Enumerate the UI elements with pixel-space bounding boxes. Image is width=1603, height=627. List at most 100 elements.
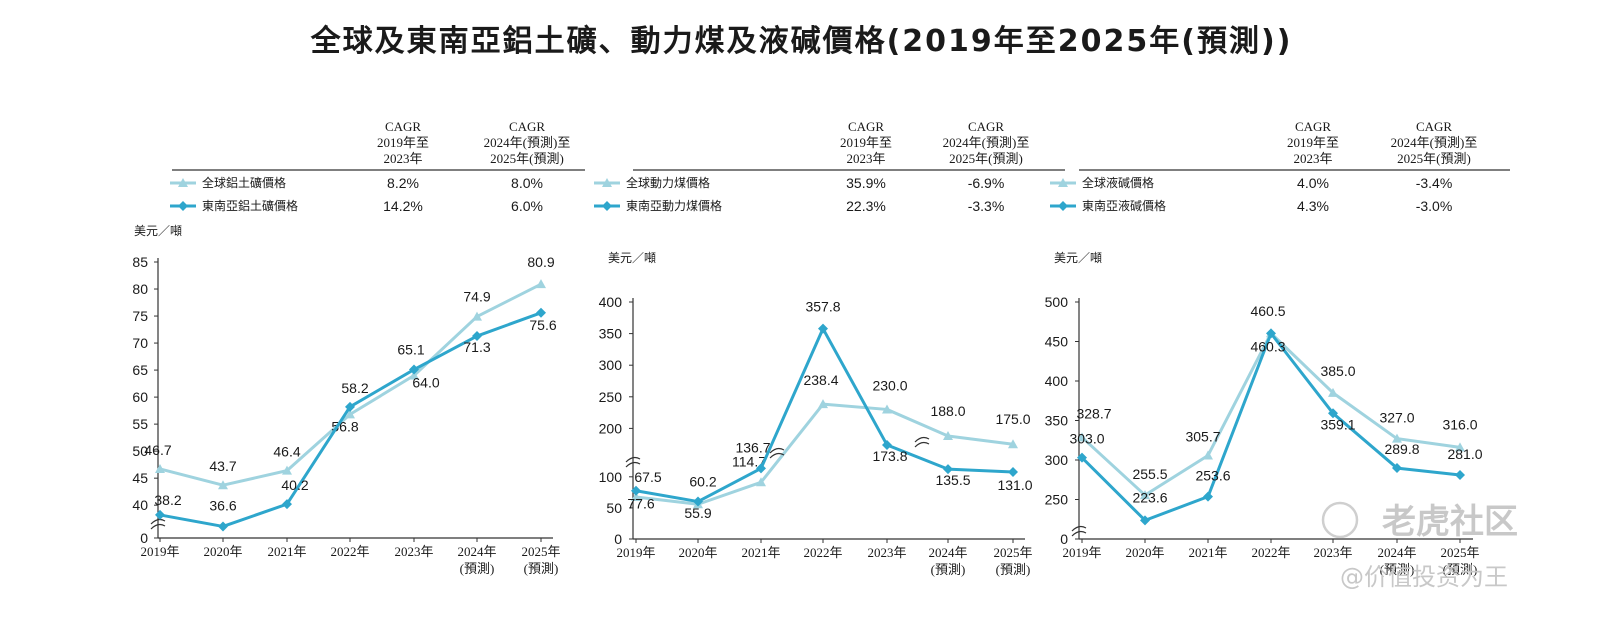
legend-marker-sea bbox=[178, 201, 188, 211]
x-tick-label: 2019年 bbox=[616, 545, 655, 560]
x-tick-label: (預測) bbox=[1380, 562, 1415, 577]
y-tick-label: 50 bbox=[132, 443, 148, 459]
cagr-value-2024-2025: 6.0% bbox=[511, 198, 543, 214]
cagr-value-2019-2023: 35.9% bbox=[846, 175, 886, 191]
data-point-global bbox=[756, 477, 766, 487]
cagr-header-1-line: 2023年 bbox=[846, 151, 885, 166]
x-tick-label: 2020年 bbox=[678, 545, 717, 560]
cagr-value-2024-2025: -3.4% bbox=[1416, 175, 1453, 191]
data-point-sea bbox=[345, 401, 355, 412]
cagr-value-2024-2025: -6.9% bbox=[968, 175, 1005, 191]
watermark: 老虎社区 @价值投资为王 bbox=[1321, 501, 1518, 591]
data-point-global bbox=[631, 492, 641, 502]
cagr-value-2024-2025: 8.0% bbox=[511, 175, 543, 191]
y-tick-label: 250 bbox=[1045, 492, 1069, 508]
x-tick-label: (預測) bbox=[1443, 562, 1478, 577]
data-label-sea: 65.1 bbox=[397, 342, 424, 358]
data-label-sea: 38.2 bbox=[154, 492, 181, 508]
cagr-table: CAGR2019年至2023年CAGR2024年(預測)至2025年(預測)全球… bbox=[1050, 119, 1510, 214]
data-point-sea bbox=[1203, 491, 1213, 502]
x-tick-label: 2021年 bbox=[1188, 545, 1227, 560]
data-point-global bbox=[1392, 433, 1402, 443]
y-tick-label: 200 bbox=[599, 420, 623, 436]
x-tick-label: 2025年 bbox=[993, 545, 1032, 560]
x-tick-label: 2021年 bbox=[741, 545, 780, 560]
x-tick-label: 2020年 bbox=[1125, 545, 1164, 560]
x-tick-label: 2022年 bbox=[330, 544, 369, 559]
y-tick-label: 450 bbox=[1045, 334, 1069, 350]
legend-label-global: 全球液碱價格 bbox=[1082, 175, 1154, 190]
cagr-header-2-line: 2025年(預測) bbox=[1397, 151, 1471, 166]
legend-label-sea: 東南亞鋁土礦價格 bbox=[202, 198, 298, 213]
data-label-global: 64.0 bbox=[412, 374, 439, 390]
x-tick-label: 2025年 bbox=[521, 544, 560, 559]
y-tick-label: 250 bbox=[599, 389, 623, 405]
cagr-header-2-line: 2024年(預測)至 bbox=[1391, 135, 1478, 150]
data-label-global: 80.9 bbox=[527, 254, 554, 270]
y-tick-label: 50 bbox=[606, 500, 622, 516]
watermark-brand: 老虎社区 bbox=[1382, 502, 1518, 542]
y-tick-label: 400 bbox=[599, 294, 623, 310]
data-label-global: 238.4 bbox=[803, 372, 838, 388]
cagr-header-2-line: CAGR bbox=[509, 119, 545, 134]
cagr-table: CAGR2019年至2023年CAGR2024年(預測)至2025年(預測)全球… bbox=[170, 119, 585, 214]
data-label-global: 255.5 bbox=[1132, 466, 1167, 482]
x-tick-label: 2025年 bbox=[1440, 545, 1479, 560]
y-tick-label: 400 bbox=[1045, 373, 1069, 389]
y-tick-label: 85 bbox=[132, 254, 148, 270]
cagr-header-1-line: CAGR bbox=[1295, 119, 1331, 134]
data-label-global: 55.9 bbox=[684, 505, 711, 521]
data-point-global bbox=[818, 399, 828, 409]
x-tick-label: 2024年 bbox=[1377, 545, 1416, 560]
cagr-header-2-line: 2024年(預測)至 bbox=[943, 135, 1030, 150]
data-point-global bbox=[409, 370, 419, 380]
data-label-sea: 60.2 bbox=[689, 474, 716, 490]
data-point-global bbox=[1140, 490, 1150, 500]
data-label-global: 460.5 bbox=[1250, 303, 1285, 319]
legend-marker-global bbox=[178, 178, 188, 187]
legend-label-global: 全球動力煤價格 bbox=[626, 175, 710, 190]
data-label-global: 46.4 bbox=[273, 444, 300, 460]
page-title: 全球及東南亞鋁土礦、動力煤及液碱價格(2019年至2025年(預測)) bbox=[310, 24, 1293, 59]
series-sea: 77.6 60.2 136.7 357.8 173.8 135.5 131.0 bbox=[627, 299, 1032, 512]
data-label-sea: 357.8 bbox=[805, 299, 840, 315]
data-point-sea bbox=[472, 331, 482, 342]
data-point-global bbox=[1077, 432, 1087, 442]
data-label-sea: 75.6 bbox=[529, 317, 556, 333]
data-point-global bbox=[1008, 439, 1018, 449]
cagr-value-2019-2023: 8.2% bbox=[387, 175, 419, 191]
data-point-sea bbox=[1328, 408, 1338, 419]
x-tick-label: 2022年 bbox=[803, 545, 842, 560]
y-tick-label: 80 bbox=[132, 281, 148, 297]
watermark-handle: @价值投资为王 bbox=[1340, 563, 1508, 591]
y-tick-label: 70 bbox=[132, 335, 148, 351]
x-tick-label: 2021年 bbox=[267, 544, 306, 559]
data-label-global: 327.0 bbox=[1379, 410, 1414, 426]
y-tick-label: 75 bbox=[132, 308, 148, 324]
x-tick-label: 2019年 bbox=[140, 544, 179, 559]
cagr-header-1-line: 2019年至 bbox=[840, 135, 892, 150]
y-axis-unit: 美元／噸 bbox=[134, 224, 182, 238]
data-label-sea: 77.6 bbox=[627, 496, 654, 512]
cagr-header-1-line: 2023年 bbox=[1293, 151, 1332, 166]
data-label-sea: 58.2 bbox=[341, 380, 368, 396]
y-tick-label: 300 bbox=[599, 357, 623, 373]
cagr-header-2-line: 2025年(預測) bbox=[949, 151, 1023, 166]
data-label-sea: 289.8 bbox=[1384, 441, 1419, 457]
data-label-global: 114.7 bbox=[732, 453, 766, 469]
series-sea: 38.2 36.6 40.2 58.2 65.1 71.3 75.6 bbox=[154, 307, 557, 532]
series-sea: 303.0 223.6 253.6 460.3 359.1 289.8 281.0 bbox=[1069, 328, 1483, 526]
data-point-global bbox=[1328, 387, 1338, 397]
data-point-global bbox=[218, 480, 228, 490]
y-tick-label: 350 bbox=[599, 326, 623, 342]
data-point-sea bbox=[218, 521, 228, 532]
y-tick-label: 55 bbox=[132, 416, 148, 432]
y-tick-label: 0 bbox=[140, 530, 148, 546]
y-tick-label: 65 bbox=[132, 362, 148, 378]
data-label-sea: 36.6 bbox=[209, 497, 236, 513]
x-tick-label: (預測) bbox=[460, 561, 495, 576]
chart-2: CAGR2019年至2023年CAGR2024年(預測)至2025年(預測)全球… bbox=[594, 119, 1065, 577]
data-point-sea bbox=[882, 439, 892, 450]
cagr-table: CAGR2019年至2023年CAGR2024年(預測)至2025年(預測)全球… bbox=[594, 119, 1065, 214]
